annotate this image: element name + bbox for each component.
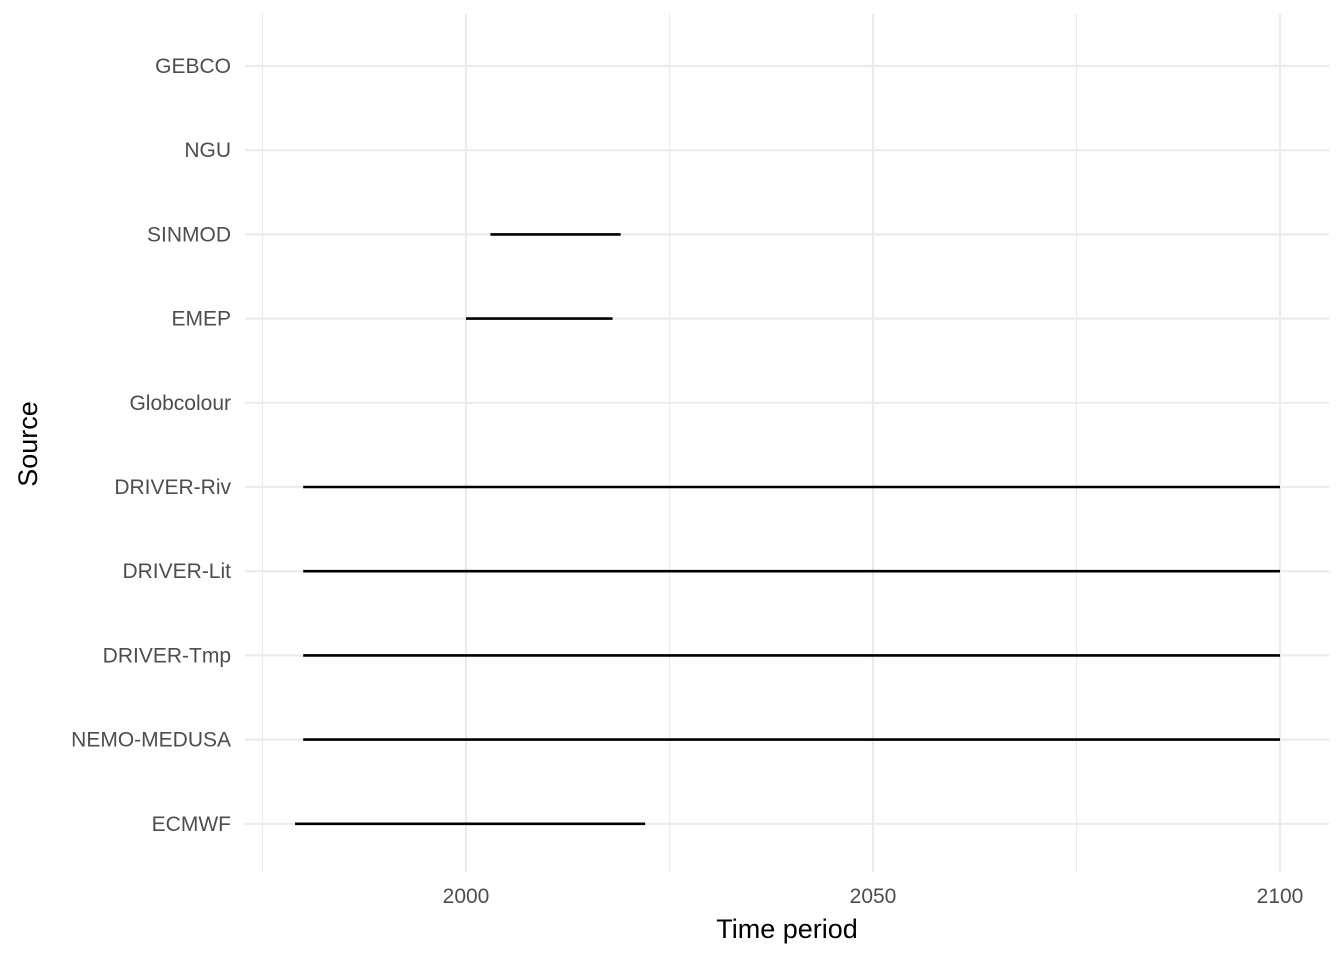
x-tick-label-2000: 2000 [443, 885, 490, 908]
y-tick-label-emep: EMEP [171, 308, 231, 331]
y-tick-label-driver-riv: DRIVER-Riv [114, 476, 231, 499]
grid [245, 14, 1329, 872]
x-tick-labels: 2000 2050 2100 [443, 885, 1304, 908]
x-tick-label-2050: 2050 [850, 885, 897, 908]
x-tick-label-2100: 2100 [1257, 885, 1304, 908]
range-lines [295, 233, 1280, 826]
y-tick-labels: GEBCO NGU SINMOD EMEP Globcolour DRIVER-Riv DR… [71, 55, 231, 836]
y-tick-label-gebco: GEBCO [155, 55, 231, 78]
y-tick-label-driver-lit: DRIVER-Lit [122, 560, 231, 583]
y-axis-title: Source [13, 401, 43, 487]
y-tick-label-sinmod: SINMOD [147, 223, 231, 246]
x-axis-title: Time period [716, 914, 858, 944]
y-tick-label-globcolour: Globcolour [129, 392, 231, 415]
y-tick-label-driver-tmp: DRIVER-Tmp [103, 644, 231, 667]
y-tick-label-ngu: NGU [184, 139, 231, 162]
y-tick-label-nemo-medusa: NEMO-MEDUSA [71, 729, 231, 752]
y-tick-label-ecmwf: ECMWF [152, 813, 231, 836]
